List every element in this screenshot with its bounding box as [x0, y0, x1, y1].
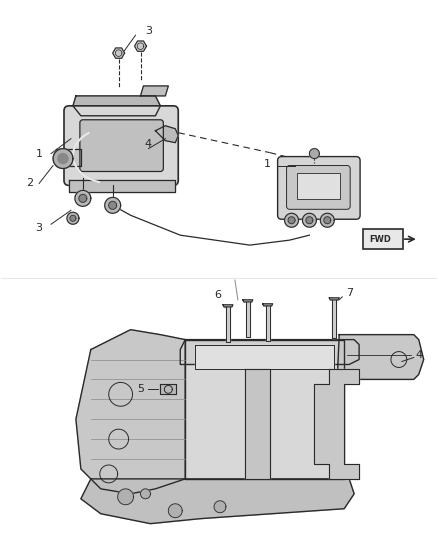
Text: 4: 4 — [145, 139, 152, 149]
Text: 7: 7 — [346, 288, 353, 298]
Text: FWD: FWD — [369, 235, 391, 244]
Polygon shape — [332, 300, 336, 338]
FancyBboxPatch shape — [278, 157, 360, 219]
Polygon shape — [168, 504, 182, 518]
Polygon shape — [303, 213, 316, 227]
Polygon shape — [73, 96, 160, 116]
Polygon shape — [243, 300, 253, 302]
Polygon shape — [245, 369, 270, 479]
Polygon shape — [58, 154, 68, 164]
FancyBboxPatch shape — [297, 173, 340, 199]
Polygon shape — [329, 298, 339, 300]
Text: 2: 2 — [26, 179, 33, 189]
Polygon shape — [310, 149, 319, 158]
Text: 3: 3 — [145, 26, 152, 36]
Polygon shape — [79, 195, 87, 203]
Polygon shape — [337, 335, 424, 379]
Polygon shape — [75, 190, 91, 206]
Polygon shape — [109, 201, 117, 209]
Polygon shape — [155, 126, 178, 143]
Polygon shape — [70, 215, 76, 221]
FancyBboxPatch shape — [80, 120, 163, 172]
Polygon shape — [118, 489, 134, 505]
Polygon shape — [113, 48, 124, 58]
Polygon shape — [324, 217, 331, 224]
Polygon shape — [214, 501, 226, 513]
Polygon shape — [141, 86, 168, 96]
FancyBboxPatch shape — [286, 166, 350, 209]
Polygon shape — [285, 213, 298, 227]
Polygon shape — [223, 305, 233, 307]
Polygon shape — [263, 304, 273, 306]
Polygon shape — [56, 149, 81, 166]
Text: 4: 4 — [415, 350, 422, 360]
Polygon shape — [69, 181, 175, 192]
FancyBboxPatch shape — [363, 229, 403, 249]
Polygon shape — [195, 345, 334, 369]
Polygon shape — [185, 340, 344, 479]
Polygon shape — [320, 213, 334, 227]
Polygon shape — [53, 149, 73, 168]
Polygon shape — [266, 306, 270, 341]
Polygon shape — [314, 369, 359, 479]
Text: 3: 3 — [35, 223, 42, 233]
Polygon shape — [141, 489, 150, 499]
Polygon shape — [246, 302, 250, 337]
Polygon shape — [76, 330, 185, 494]
Text: 5: 5 — [137, 384, 144, 394]
Text: 1: 1 — [35, 149, 42, 159]
Polygon shape — [105, 197, 120, 213]
Polygon shape — [180, 340, 359, 365]
Text: 1: 1 — [264, 158, 271, 168]
Text: 6: 6 — [215, 290, 222, 300]
Polygon shape — [288, 217, 295, 224]
Polygon shape — [226, 307, 230, 342]
Polygon shape — [160, 384, 176, 394]
FancyArrowPatch shape — [405, 236, 414, 242]
Polygon shape — [81, 479, 354, 523]
FancyBboxPatch shape — [64, 106, 178, 185]
Polygon shape — [306, 217, 313, 224]
Polygon shape — [67, 212, 79, 224]
Polygon shape — [134, 41, 146, 51]
